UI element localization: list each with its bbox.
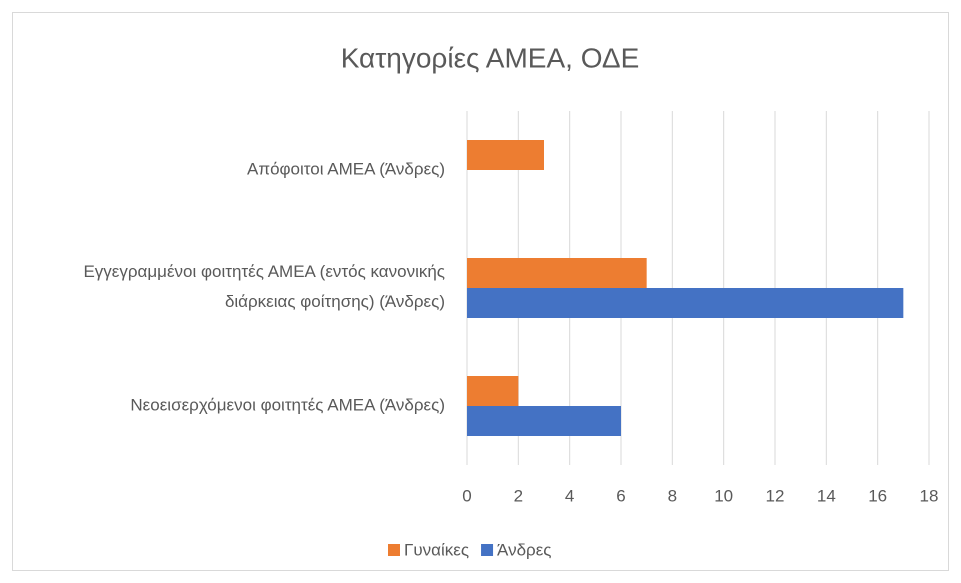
bar: [467, 406, 621, 436]
x-tick-label: 14: [817, 486, 836, 505]
legend-swatch: [481, 544, 494, 556]
x-tick-label: 8: [668, 486, 677, 505]
chart-title: Κατηγορίες ΑΜΕΑ, ΟΔΕ: [341, 42, 640, 73]
y-tick-label: Εγγεγραμμένοι φοιτητές ΑΜΕΑ (εντός κανον…: [83, 262, 445, 311]
y-tick-label: Νεοεισερχόμενοι φοιτητές ΑΜΕΑ (Άνδρες): [130, 395, 445, 414]
x-tick-label: 6: [616, 486, 625, 505]
y-tick-label: Απόφοιτοι ΑΜΕΑ (Άνδρες): [247, 159, 445, 178]
x-tick-label: 12: [766, 486, 785, 505]
x-tick-label: 2: [514, 486, 523, 505]
bar: [467, 140, 544, 170]
bar: [467, 376, 519, 406]
legend-swatch: [388, 544, 400, 556]
bar: [467, 288, 904, 318]
x-tick-label: 18: [920, 486, 939, 505]
x-tick-label: 16: [868, 486, 887, 505]
legend-label: Άνδρες: [497, 540, 551, 559]
x-tick-label: 10: [714, 486, 733, 505]
legend-label: Γυναίκες: [404, 540, 469, 559]
x-tick-label: 4: [565, 486, 574, 505]
bar: [467, 258, 647, 288]
x-tick-label: 0: [462, 486, 471, 505]
